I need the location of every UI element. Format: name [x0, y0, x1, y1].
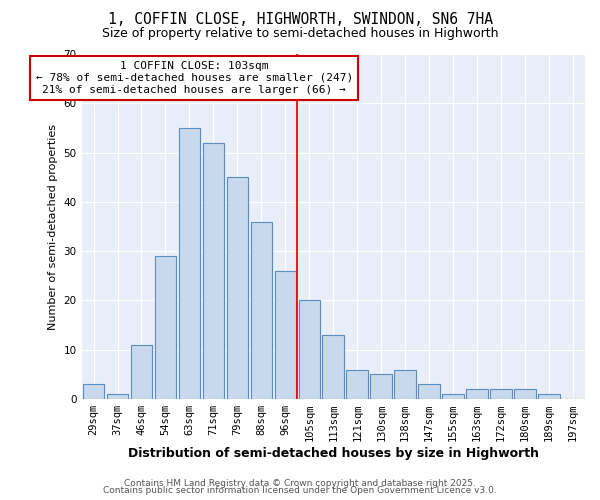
Bar — [203, 142, 224, 399]
Bar — [322, 335, 344, 399]
Text: Contains HM Land Registry data © Crown copyright and database right 2025.: Contains HM Land Registry data © Crown c… — [124, 478, 476, 488]
Text: 1 COFFIN CLOSE: 103sqm
← 78% of semi-detached houses are smaller (247)
21% of se: 1 COFFIN CLOSE: 103sqm ← 78% of semi-det… — [35, 62, 353, 94]
Bar — [418, 384, 440, 399]
Bar — [370, 374, 392, 399]
Bar — [466, 389, 488, 399]
Y-axis label: Number of semi-detached properties: Number of semi-detached properties — [48, 124, 58, 330]
Bar — [251, 222, 272, 399]
Bar — [227, 177, 248, 399]
X-axis label: Distribution of semi-detached houses by size in Highworth: Distribution of semi-detached houses by … — [128, 447, 539, 460]
Bar — [442, 394, 464, 399]
Text: 1, COFFIN CLOSE, HIGHWORTH, SWINDON, SN6 7HA: 1, COFFIN CLOSE, HIGHWORTH, SWINDON, SN6… — [107, 12, 493, 28]
Bar — [299, 300, 320, 399]
Text: Size of property relative to semi-detached houses in Highworth: Size of property relative to semi-detach… — [102, 28, 498, 40]
Bar — [179, 128, 200, 399]
Bar — [394, 370, 416, 399]
Bar — [107, 394, 128, 399]
Bar — [490, 389, 512, 399]
Text: Contains public sector information licensed under the Open Government Licence v3: Contains public sector information licen… — [103, 486, 497, 495]
Bar — [83, 384, 104, 399]
Bar — [275, 271, 296, 399]
Bar — [346, 370, 368, 399]
Bar — [538, 394, 560, 399]
Bar — [131, 345, 152, 399]
Bar — [155, 256, 176, 399]
Bar — [514, 389, 536, 399]
